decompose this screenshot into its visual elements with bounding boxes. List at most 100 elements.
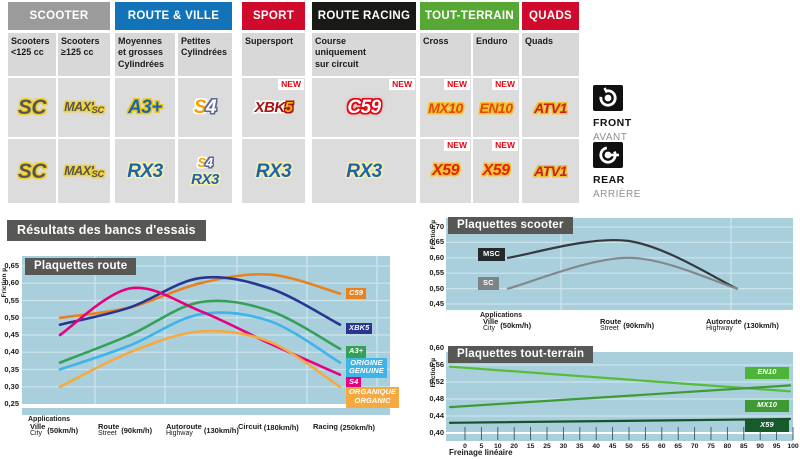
svg-text:60: 60 (658, 443, 666, 450)
front-sublabel: AVANT (593, 132, 628, 143)
svg-text:5: 5 (480, 443, 484, 450)
svg-text:30: 30 (560, 443, 568, 450)
plot-area: 0 5 10 20 15 25 30 35 40 45 50 55 60 65 70 75 80 85 90 95 10… (446, 352, 799, 450)
new-badge: NEW (492, 140, 518, 151)
new-badge: NEW (444, 79, 470, 90)
subheader-moyennes: Moyennes et grosses Cylindrées (115, 33, 175, 76)
x-category-ville: Ville City (50km/h) (30, 422, 79, 438)
subheader-scooters-small: Scooters <125 cc (8, 33, 56, 76)
y-tick-label: 0,60 (429, 252, 444, 262)
cell-front-atv1: ATV1 (522, 78, 579, 137)
subheader-enduro: Enduro (473, 33, 519, 76)
series-line-c59 (58, 272, 342, 320)
product-logo-rx3: RX3 (191, 171, 219, 188)
series-line-msc (506, 239, 739, 290)
group-header-route-racing: ROUTE RACING (312, 2, 416, 30)
chart-plaquettes-route: Plaquettes route Friction µ 0,65 0,60 0,55… (0, 252, 400, 459)
x-category-autoroute: Autoroute Highway (130km/h) (706, 317, 779, 333)
product-logo-atv1: ATV1 (534, 99, 567, 116)
series-line-x59 (448, 417, 792, 424)
series-label-organique-organic: ORGANIQUE ORGANIC (346, 387, 400, 408)
cell-rear-x59-enduro: NEW X59 (473, 139, 519, 203)
svg-text:10: 10 (494, 443, 502, 450)
x-category-route: Route Street (90km/h) (600, 317, 655, 333)
y-axis-label: Friction µ (430, 220, 437, 250)
series-line-xbk5 (58, 275, 342, 326)
subheader-cross: Cross (420, 33, 471, 76)
series-label-origine-genuine: ORIGINE GENUINE (346, 357, 387, 378)
cell-front-sc: SC (8, 78, 56, 137)
svg-text:35: 35 (576, 443, 584, 450)
y-tick-label: 0,45 (4, 330, 19, 339)
new-badge: NEW (492, 79, 518, 90)
product-logo-sc: SC (17, 96, 47, 119)
product-logo-maxi-sc: MAXI SC (64, 163, 104, 180)
y-tick-label: 0,48 (429, 394, 444, 403)
series-label-x59: X59 (745, 420, 789, 432)
cell-rear-x59-cross: NEW X59 (420, 139, 471, 203)
product-logo-atv1: ATV1 (534, 163, 567, 179)
series-label-xbk5: XBK5 (346, 322, 373, 335)
series-line-a3- (58, 299, 342, 364)
cell-rear-maxisc: MAXI SC (58, 139, 110, 203)
x-category-ville: Ville City (50km/h) (483, 317, 532, 333)
group-header-scooter: SCOOTER (8, 2, 110, 30)
series-line-organique-organic (58, 329, 342, 389)
cell-front-maxisc: MAXI SC (58, 78, 110, 137)
product-logo-c59: C59 (347, 97, 381, 118)
product-logo-mx10: MX10 (428, 99, 463, 116)
product-logo-maxi-sc: MAXI SC (64, 100, 104, 117)
chart-title: Plaquettes scooter (448, 217, 573, 234)
series-line-mx10 (448, 384, 792, 409)
product-logo-x59: X59 (482, 162, 510, 179)
y-tick-label: 0,40 (429, 428, 444, 437)
series-line-origine-genuine (58, 311, 342, 371)
product-logo-s4-rx3: S4 RX3 (191, 155, 219, 187)
svg-text:55: 55 (642, 443, 650, 450)
y-tick-label: 0,30 (4, 381, 19, 391)
new-badge: NEW (278, 79, 304, 90)
application-table: SCOOTER ROUTE & VILLE SPORT ROUTE RACING… (8, 2, 579, 203)
group-header-sport: SPORT (242, 2, 305, 30)
new-badge: NEW (444, 140, 470, 151)
y-axis-label: Friction µ (430, 358, 437, 388)
svg-text:80: 80 (724, 443, 732, 450)
y-tick-label: 0,65 (429, 237, 444, 247)
cell-front-c59: NEW C59 (312, 78, 416, 137)
chart-plaquettes-scooter: Plaquettes scooter Friction µ 0,70 0,65 0,… (428, 214, 800, 340)
chart-title: Plaquettes tout-terrain (448, 346, 594, 363)
svg-text:70: 70 (691, 443, 699, 450)
x-axis-label: Freinage linéaire (449, 448, 513, 457)
y-tick-label: 0,40 (4, 347, 19, 357)
subheader-petites: Petites Cylindrées (178, 33, 232, 76)
svg-text:15: 15 (527, 443, 535, 450)
y-tick-label: 0,52 (429, 377, 444, 386)
series-label-en10: EN10 (745, 367, 789, 379)
chart-title: Plaquettes route (25, 258, 137, 275)
svg-text:95: 95 (773, 443, 781, 450)
product-logo-xbk5: XBK5 (254, 98, 293, 116)
x-category-autoroute: Autoroute Highway (130km/h) (166, 422, 239, 438)
product-logo-x59: X59 (432, 162, 459, 179)
rear-label: REAR (593, 174, 625, 186)
y-tick-label: 0,60 (429, 343, 444, 352)
front-indicator: FRONT AVANT (593, 85, 663, 143)
svg-text:40: 40 (592, 443, 600, 450)
series-line-sc (506, 256, 739, 290)
group-header-tout-terrain: TOUT-TERRAIN (420, 2, 519, 30)
cell-front-s4: S4 (178, 78, 232, 137)
series-label-mx10: MX10 (745, 400, 789, 412)
svg-text:100: 100 (787, 443, 799, 450)
x-category-circuit: Circuit (180km/h) (238, 422, 299, 432)
rear-indicator: REAR ARRIÈRE (593, 142, 663, 200)
plot-area (22, 256, 390, 415)
cell-front-en10: NEW EN10 (473, 78, 519, 137)
cell-front-mx10: NEW MX10 (420, 78, 471, 137)
y-axis-label: Friction µ (1, 268, 8, 298)
x-category-route: Route Street (90km/h) (98, 422, 153, 438)
x-category-racing: Racing (250km/h) (313, 422, 376, 432)
product-logo-sc: SC (17, 159, 47, 183)
y-tick-label: 0,65 (4, 261, 19, 270)
series-line-en10 (448, 365, 792, 393)
y-tick-label: 0,56 (429, 360, 444, 369)
